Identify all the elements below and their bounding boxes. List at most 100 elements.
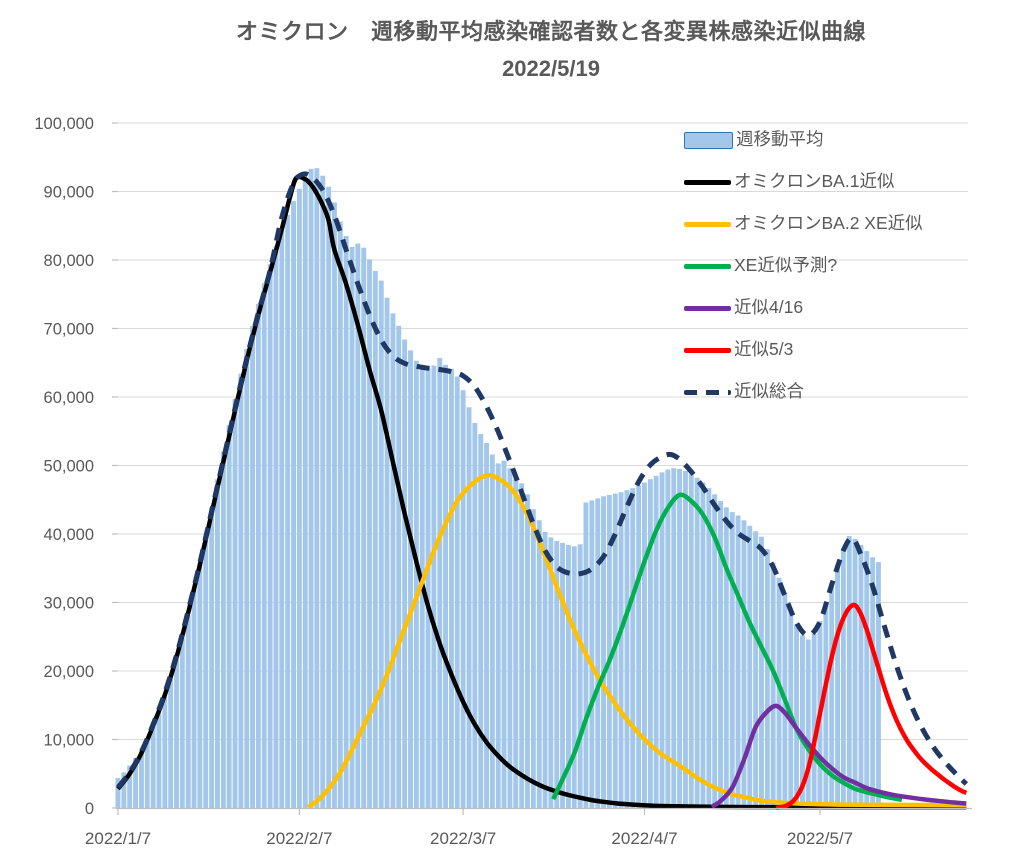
series-line <box>775 602 968 810</box>
bar <box>495 463 501 808</box>
bar <box>864 551 870 808</box>
legend-item-ba2-xe: オミクロンBA.2 XE近似 <box>684 203 923 245</box>
bar <box>723 507 729 808</box>
chart-title: オミクロン 週移動平均感染確認者数と各変異株感染近似曲線 <box>235 19 866 44</box>
bar <box>402 339 408 808</box>
series-total-dashed <box>116 171 969 790</box>
bar <box>413 360 419 808</box>
bar <box>215 479 220 808</box>
bar <box>384 297 390 808</box>
bar <box>677 468 682 808</box>
bar <box>840 548 846 808</box>
y-axis-tick-label: 90,000 <box>44 184 94 202</box>
bar <box>332 202 337 808</box>
bar <box>700 482 706 808</box>
bar <box>390 313 396 808</box>
line-swatch-icon <box>684 347 731 353</box>
legend-label: 近似総合 <box>734 381 804 402</box>
bar <box>718 501 723 808</box>
bar <box>554 540 560 808</box>
chart-legend: 週移動平均 オミクロンBA.1近似 オミクロンBA.2 XE近似 XE近似予測?… <box>684 119 923 413</box>
bar <box>367 259 372 808</box>
bar <box>396 325 402 808</box>
bar <box>285 214 291 809</box>
bar <box>267 264 273 809</box>
bar <box>665 469 671 808</box>
bar <box>255 303 261 808</box>
bar <box>308 168 314 808</box>
bar <box>741 520 747 808</box>
bar <box>220 451 226 808</box>
bar <box>408 350 413 808</box>
bar <box>191 589 197 808</box>
y-axis-tick-label: 0 <box>85 800 94 818</box>
bar <box>823 603 829 808</box>
bar <box>168 679 174 808</box>
bar <box>443 364 448 808</box>
bar <box>174 659 179 808</box>
bar <box>776 577 782 808</box>
bar <box>296 188 302 809</box>
bar <box>671 468 677 808</box>
bar <box>314 168 320 808</box>
bar <box>133 758 138 808</box>
bar <box>688 473 694 808</box>
bar <box>706 488 712 808</box>
bar <box>361 247 367 808</box>
bar <box>566 545 571 808</box>
bar <box>729 512 735 808</box>
legend-item-xe-forecast: XE近似予測? <box>684 245 923 287</box>
bar <box>712 494 718 808</box>
x-axis-tick-label: 2022/1/7 <box>85 829 151 848</box>
y-axis-tick-label: 60,000 <box>44 389 94 407</box>
legend-label: XE近似予測? <box>734 255 838 276</box>
weekly-average-bars <box>115 168 881 809</box>
bar <box>876 562 881 808</box>
bar <box>355 243 361 809</box>
x-axis: 2022/1/7 2022/2/7 2022/3/7 2022/4/7 2022/5/7 <box>85 807 972 848</box>
bar <box>560 542 565 808</box>
bar <box>472 423 478 808</box>
bar <box>302 177 308 809</box>
bar <box>185 614 191 808</box>
bar <box>571 546 577 808</box>
bar <box>139 749 144 808</box>
bar <box>694 477 700 808</box>
bar <box>203 535 209 808</box>
bar <box>320 175 326 808</box>
bar <box>232 399 238 808</box>
bar <box>507 468 513 808</box>
bar <box>618 492 624 808</box>
bar <box>115 777 121 808</box>
bar <box>501 460 507 808</box>
bar <box>343 236 349 808</box>
bar <box>150 726 156 808</box>
bar <box>513 477 519 808</box>
legend-item-total: 近似総合 <box>684 371 923 413</box>
bar <box>431 365 437 808</box>
bar <box>800 635 805 808</box>
series-line <box>551 492 903 803</box>
bar <box>197 562 203 808</box>
y-axis-tick-label: 20,000 <box>44 663 94 681</box>
bar <box>595 498 601 808</box>
y-axis-tick-label: 40,000 <box>44 526 94 544</box>
bar <box>683 471 688 808</box>
bar <box>735 515 741 808</box>
y-axis-labels: 0 10,000 20,000 30,000 40,000 50,000 60,000 70,… <box>34 115 94 818</box>
bar <box>121 772 127 808</box>
series-line <box>116 174 967 810</box>
bar <box>378 280 384 809</box>
bar <box>759 536 764 808</box>
legend-label: 近似5/3 <box>734 339 794 360</box>
line-swatch-icon <box>684 221 731 227</box>
chart-subtitle: 2022/5/19 <box>502 56 600 81</box>
bar <box>238 373 244 808</box>
bar <box>636 485 642 808</box>
bar <box>530 509 536 808</box>
bar <box>291 201 296 809</box>
bar <box>226 425 232 808</box>
bar <box>279 229 285 808</box>
